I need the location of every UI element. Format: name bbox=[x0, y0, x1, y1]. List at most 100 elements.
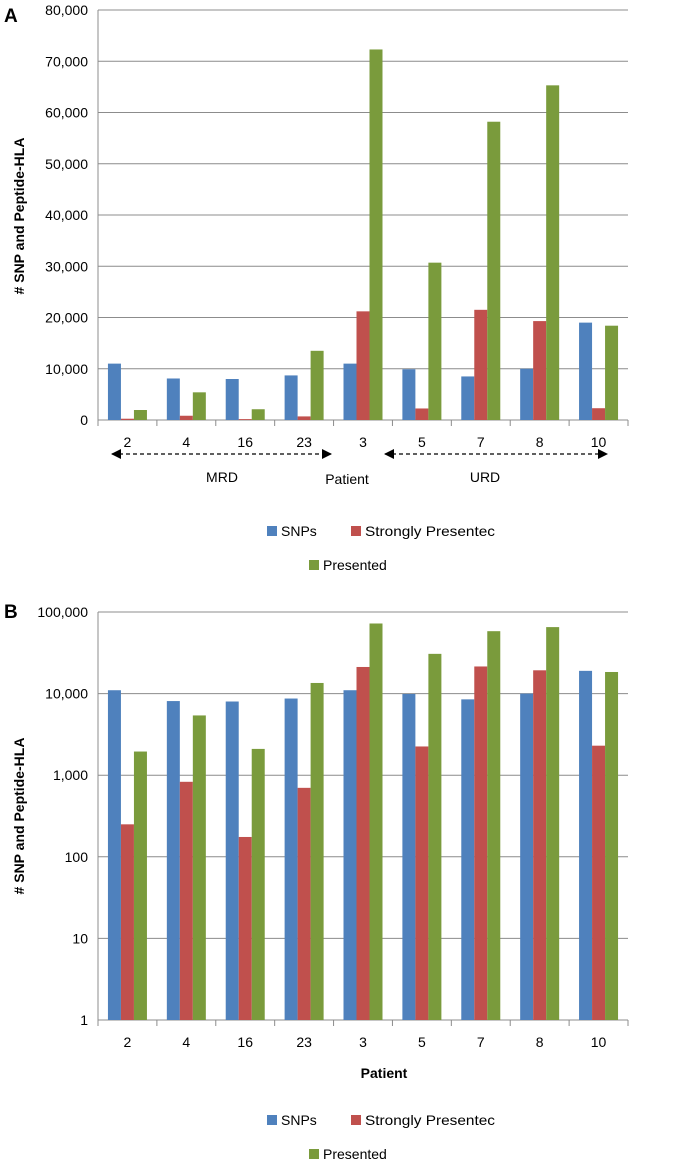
bar-strongly-presented-2 bbox=[120, 824, 134, 1020]
y-tick-label: 30,000 bbox=[45, 258, 88, 274]
bar-presented-3 bbox=[369, 49, 383, 421]
bar-snps-2 bbox=[107, 363, 121, 420]
bar-presented-8 bbox=[546, 627, 560, 1020]
bar-presented-10 bbox=[605, 671, 619, 1020]
bar-snps-16 bbox=[225, 701, 239, 1020]
panel-b-label: B bbox=[4, 602, 18, 623]
y-tick-label: 10,000 bbox=[45, 686, 88, 702]
bar-strongly-presented-3 bbox=[356, 666, 370, 1020]
x-tick-label: 4 bbox=[182, 434, 190, 450]
legend-label-strongly: Strongly Presentec bbox=[365, 523, 495, 539]
bar-presented-2 bbox=[133, 410, 147, 420]
y-tick-label: 20,000 bbox=[45, 310, 88, 326]
legend-label-strongly: Strongly Presentec bbox=[365, 1112, 495, 1128]
bar-snps-7 bbox=[461, 699, 475, 1020]
bar-strongly-presented-16 bbox=[238, 419, 252, 420]
legend-label-presented: Presented bbox=[323, 1146, 387, 1162]
bar-strongly-presented-7 bbox=[474, 666, 488, 1020]
y-tick-label: 10,000 bbox=[45, 361, 88, 377]
bar-snps-3 bbox=[343, 690, 357, 1020]
urd-label: URD bbox=[470, 469, 500, 485]
y-tick-label: 100,000 bbox=[37, 604, 88, 620]
y-tick-label: 100 bbox=[65, 849, 89, 865]
y-tick-label: 1 bbox=[80, 1012, 88, 1028]
y-tick-label: 60,000 bbox=[45, 105, 88, 121]
x-tick-label: 4 bbox=[182, 1034, 190, 1050]
legend-swatch-strongly bbox=[351, 526, 361, 536]
bar-snps-10 bbox=[579, 322, 593, 420]
x-tick-label: 10 bbox=[591, 1034, 607, 1050]
y-tick-label: 0 bbox=[80, 412, 88, 428]
bar-strongly-presented-10 bbox=[592, 745, 606, 1020]
y-tick-label: 40,000 bbox=[45, 207, 88, 223]
x-tick-label: 23 bbox=[296, 434, 312, 450]
bar-snps-5 bbox=[402, 369, 416, 420]
bar-strongly-presented-7 bbox=[474, 309, 488, 420]
panel-b-bars bbox=[107, 623, 619, 1020]
legend-swatch-snps bbox=[267, 526, 277, 536]
x-tick-label: 8 bbox=[536, 1034, 544, 1050]
bar-snps-4 bbox=[166, 378, 180, 420]
bar-presented-5 bbox=[428, 262, 442, 420]
mrd-label: MRD bbox=[206, 469, 238, 485]
bar-presented-2 bbox=[133, 751, 147, 1020]
bar-presented-16 bbox=[251, 409, 265, 420]
bar-presented-7 bbox=[487, 631, 501, 1020]
bar-presented-16 bbox=[251, 748, 265, 1020]
panel-a-gridlines bbox=[97, 9, 629, 426]
bar-snps-7 bbox=[461, 376, 475, 420]
bar-presented-4 bbox=[192, 392, 206, 420]
panel-a-bars bbox=[107, 49, 619, 421]
x-tick-label: 3 bbox=[359, 434, 367, 450]
bar-presented-3 bbox=[369, 623, 383, 1020]
panel-a-label: A bbox=[4, 6, 18, 27]
bar-strongly-presented-16 bbox=[238, 836, 252, 1020]
bar-presented-4 bbox=[192, 715, 206, 1020]
legend-label-snps: SNPs bbox=[281, 523, 317, 539]
panel-a-y-axis-title: # SNP and Peptide-HLA bbox=[11, 138, 27, 295]
bar-strongly-presented-10 bbox=[592, 408, 606, 420]
x-tick-label: 2 bbox=[124, 1034, 132, 1050]
bar-strongly-presented-8 bbox=[533, 321, 547, 420]
panel-a-y-tick-labels: 0 10,000 20,000 30,000 40,000 50,000 60,000 70,… bbox=[45, 2, 88, 428]
bar-presented-5 bbox=[428, 653, 442, 1020]
bar-strongly-presented-3 bbox=[356, 311, 370, 420]
panel-b-y-tick-labels: 1 10 100 1,000 10,000 100,000 bbox=[37, 604, 88, 1028]
bar-strongly-presented-5 bbox=[415, 746, 429, 1020]
y-tick-label: 1,000 bbox=[53, 767, 88, 783]
panel-b-x-axis-title: Patient bbox=[361, 1065, 408, 1081]
legend-swatch-presented bbox=[309, 560, 319, 570]
bar-strongly-presented-4 bbox=[179, 781, 193, 1020]
panel-a: A # SNP and Peptide-HLA 0 10,000 20,000 30,… bbox=[4, 2, 629, 573]
bar-strongly-presented-2 bbox=[120, 418, 134, 420]
bar-snps-2 bbox=[107, 690, 121, 1020]
x-tick-label: 5 bbox=[418, 434, 426, 450]
panel-a-legend: SNPs Strongly Presentec Presented bbox=[267, 523, 495, 573]
bar-presented-23 bbox=[310, 350, 324, 420]
panel-b: B # SNP and Peptide-HLA 1 10 100 1,000 10,00… bbox=[4, 602, 629, 1162]
panel-b-y-axis-title: # SNP and Peptide-HLA bbox=[11, 738, 27, 895]
legend-label-snps: SNPs bbox=[281, 1112, 317, 1128]
panel-a-x-tick-labels: 2 4 16 23 3 5 7 8 10 bbox=[124, 434, 607, 450]
x-tick-label: 16 bbox=[237, 1034, 253, 1050]
y-tick-label: 70,000 bbox=[45, 53, 88, 69]
x-tick-label: 3 bbox=[359, 1034, 367, 1050]
x-tick-label: 10 bbox=[591, 434, 607, 450]
panel-b-legend: SNPs Strongly Presentec Presented bbox=[267, 1112, 495, 1162]
bar-strongly-presented-23 bbox=[297, 787, 311, 1020]
y-tick-label: 10 bbox=[72, 930, 88, 946]
legend-swatch-snps bbox=[267, 1115, 277, 1125]
bar-strongly-presented-5 bbox=[415, 408, 429, 420]
bar-snps-16 bbox=[225, 379, 239, 420]
bar-strongly-presented-23 bbox=[297, 416, 311, 420]
bar-snps-4 bbox=[166, 701, 180, 1020]
bar-presented-23 bbox=[310, 682, 324, 1020]
bar-strongly-presented-4 bbox=[179, 415, 193, 420]
bar-snps-8 bbox=[520, 693, 534, 1020]
x-tick-label: 23 bbox=[296, 1034, 312, 1050]
x-tick-label: 8 bbox=[536, 434, 544, 450]
bar-snps-23 bbox=[284, 375, 298, 420]
x-tick-label: 16 bbox=[237, 434, 253, 450]
x-tick-label: 7 bbox=[477, 434, 485, 450]
bar-presented-10 bbox=[605, 325, 619, 420]
